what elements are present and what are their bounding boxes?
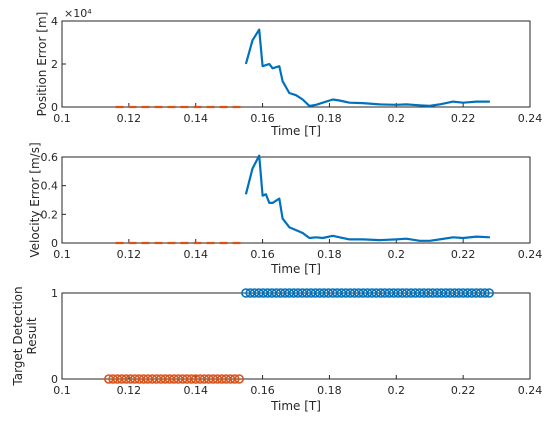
xtick-label: 0.12 — [117, 112, 142, 125]
target-detection-ylabel-line2: Result — [25, 317, 39, 354]
ytick-label: 0.4 — [41, 180, 59, 193]
xtick-label: 0.24 — [518, 112, 543, 125]
blue-series-line — [244, 28, 490, 108]
velocity-error-axes-box — [61, 156, 531, 244]
blue-detection-marker — [480, 288, 490, 298]
orange-detection-marker — [230, 374, 240, 384]
xtick-label: 0.14 — [183, 248, 208, 261]
xtick-label: 0.12 — [117, 248, 142, 261]
xtick-label: 0.2 — [388, 112, 406, 125]
ytick-label: 0 — [51, 101, 58, 114]
target-detection-xlabel: Time [T] — [270, 399, 321, 413]
xtick-label: 0.18 — [317, 112, 342, 125]
ytick-label: 0.6 — [41, 151, 59, 164]
xtick-label: 0.24 — [518, 248, 543, 261]
xtick-label: 0.14 — [183, 384, 208, 397]
xtick-label: 0.1 — [53, 112, 71, 125]
orange-detection-marker — [234, 374, 244, 384]
target-detection-panel: 0.1 0.12 0.14 0.16 0.18 0.2 0.22 0.24 0 1 Time [T… — [11, 286, 542, 413]
blue-detection-marker — [484, 288, 495, 298]
xtick-label: 0.2 — [388, 248, 406, 261]
velocity-error-marks — [115, 154, 490, 245]
xtick-label: 0.2 — [388, 384, 406, 397]
ytick-label: 0 — [51, 373, 58, 386]
xtick-label: 0.18 — [317, 384, 342, 397]
position-error-marks — [115, 28, 490, 109]
position-error-ylabel: Position Error [m] — [35, 12, 49, 117]
blue-series-line — [244, 154, 490, 242]
xtick-label: 0.22 — [451, 384, 476, 397]
position-error-panel: 0.1 0.12 0.14 0.16 0.18 0.2 0.22 0.24 0 2 4 ×10⁴ T… — [35, 7, 542, 138]
ytick-label: 2 — [51, 58, 58, 71]
velocity-error-ylabel: Velocity Error [m/s] — [28, 142, 42, 257]
position-error-xlabel: Time [T] — [270, 124, 321, 138]
velocity-error-panel: 0.1 0.12 0.14 0.16 0.18 0.2 0.22 0.24 0 0.2 0.4 0.6… — [28, 142, 542, 276]
xtick-label: 0.16 — [250, 248, 275, 261]
xtick-label: 0.24 — [518, 384, 543, 397]
xtick-label: 0.14 — [183, 112, 208, 125]
ytick-label: 4 — [51, 15, 58, 28]
xtick-label: 0.22 — [451, 248, 476, 261]
xtick-label: 0.16 — [250, 384, 275, 397]
velocity-error-ticks: 0.1 0.12 0.14 0.16 0.18 0.2 0.22 0.24 0 0.2 0.4 0.6 — [41, 151, 543, 261]
position-error-ticks: 0.1 0.12 0.14 0.16 0.18 0.2 0.22 0.24 0 2 4 — [51, 15, 542, 125]
position-error-exponent-label: ×10⁴ — [64, 7, 92, 20]
xtick-label: 0.1 — [53, 384, 71, 397]
ytick-label: 1 — [51, 287, 58, 300]
target-detection-marks — [104, 288, 495, 384]
xtick-label: 0.16 — [250, 112, 275, 125]
ytick-label: 0 — [51, 237, 58, 250]
target-detection-ticks: 0.1 0.12 0.14 0.16 0.18 0.2 0.22 0.24 0 1 — [51, 287, 542, 397]
xtick-label: 0.1 — [53, 248, 71, 261]
target-detection-axes-box — [61, 292, 531, 380]
ytick-label: 0.2 — [41, 208, 59, 221]
xtick-label: 0.18 — [317, 248, 342, 261]
velocity-error-xlabel: Time [T] — [270, 262, 321, 276]
target-detection-ylabel-line1: Target Detection — [11, 286, 25, 386]
xtick-label: 0.22 — [451, 112, 476, 125]
position-error-axes-box — [61, 20, 531, 108]
xtick-label: 0.12 — [117, 384, 142, 397]
